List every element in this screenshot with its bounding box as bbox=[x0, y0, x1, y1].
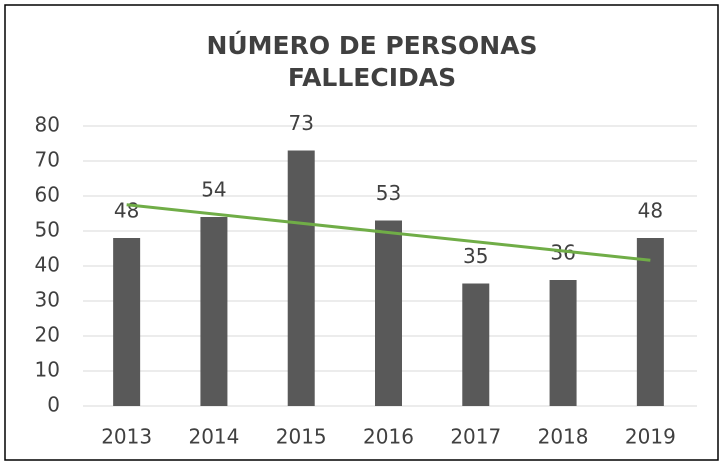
y-tick-label: 10 bbox=[35, 358, 60, 382]
y-tick-label: 40 bbox=[35, 253, 60, 277]
x-tick-label: 2018 bbox=[538, 425, 589, 449]
bar bbox=[636, 238, 664, 406]
bar bbox=[549, 280, 577, 406]
x-tick-label: 2015 bbox=[276, 425, 327, 449]
bar bbox=[113, 238, 141, 406]
bar bbox=[287, 150, 315, 406]
bar bbox=[200, 217, 228, 406]
x-tick-label: 2017 bbox=[450, 425, 501, 449]
y-tick-label: 60 bbox=[35, 183, 60, 207]
x-tick-label: 2013 bbox=[101, 425, 152, 449]
chart-title: FALLECIDAS bbox=[288, 63, 456, 92]
y-tick-label: 80 bbox=[35, 113, 60, 137]
y-tick-label: 70 bbox=[35, 148, 60, 172]
chart-title: NÚMERO DE PERSONAS bbox=[206, 30, 537, 60]
data-label: 53 bbox=[376, 181, 401, 205]
bar bbox=[375, 220, 402, 406]
y-tick-label: 30 bbox=[35, 288, 60, 312]
x-tick-label: 2014 bbox=[188, 425, 239, 449]
data-label: 54 bbox=[201, 178, 226, 202]
y-tick-label: 20 bbox=[35, 323, 60, 347]
y-tick-label: 0 bbox=[47, 393, 60, 417]
bar bbox=[462, 283, 490, 406]
y-tick-label: 50 bbox=[35, 218, 60, 242]
x-tick-label: 2016 bbox=[363, 425, 414, 449]
data-label: 35 bbox=[463, 244, 488, 268]
data-label: 73 bbox=[288, 111, 313, 135]
trendline bbox=[126, 203, 651, 262]
data-label: 48 bbox=[638, 199, 663, 223]
data-label: 48 bbox=[114, 199, 139, 223]
x-tick-label: 2019 bbox=[625, 425, 676, 449]
